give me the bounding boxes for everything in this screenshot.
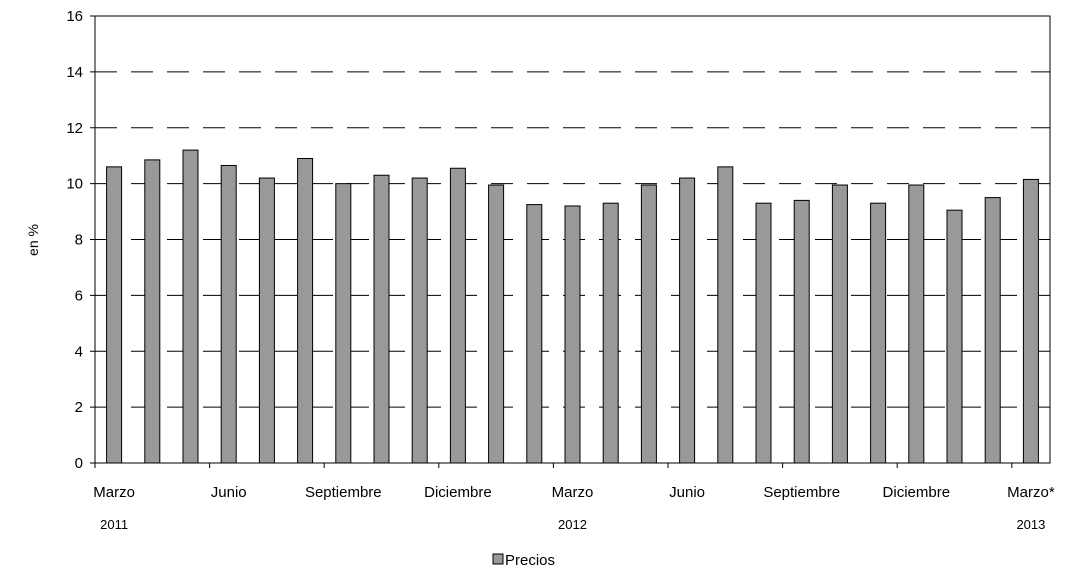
x-tick-label: Diciembre: [883, 484, 951, 501]
legend-label: Precios: [505, 552, 555, 569]
x-year-label: 2011: [100, 517, 128, 532]
x-year-label: 2013: [1016, 517, 1045, 532]
bar: [755, 202, 772, 464]
bar: [831, 184, 848, 464]
bar: [258, 177, 275, 464]
legend-swatch: [492, 553, 504, 565]
bar: [449, 167, 466, 464]
bar: [1022, 178, 1039, 464]
legend: Precios: [492, 552, 555, 569]
plot-frame: [94, 15, 1051, 464]
y-tick-label: 10: [66, 176, 83, 193]
y-tick-label: 0: [75, 455, 83, 472]
y-tick-label: 8: [75, 232, 83, 249]
x-tick-label: Marzo*: [1007, 484, 1055, 501]
y-tick-label: 12: [66, 120, 83, 137]
bar: [144, 159, 161, 464]
y-tick-label: 14: [66, 64, 83, 81]
bar: [870, 202, 887, 464]
x-tick-label: Junio: [669, 484, 705, 501]
bar: [106, 166, 123, 464]
axes: [90, 15, 1051, 468]
bars: [106, 149, 1039, 464]
x-tick-label: Marzo: [552, 484, 594, 501]
x-tick-label: Septiembre: [305, 484, 382, 501]
bar: [640, 184, 657, 464]
y-axis-label: en %: [25, 224, 41, 256]
bar: [717, 166, 734, 464]
x-year-label: 2012: [558, 517, 587, 532]
bar: [564, 205, 581, 464]
bar: [602, 202, 619, 464]
bar: [526, 204, 543, 464]
bar: [793, 199, 810, 464]
bar: [373, 174, 390, 464]
y-tick-label: 4: [75, 343, 83, 360]
bar: [411, 177, 428, 464]
bar: [182, 149, 199, 464]
y-tick-label: 2: [75, 399, 83, 416]
bar: [297, 157, 314, 464]
bar: [335, 183, 352, 464]
y-tick-label: 16: [66, 8, 83, 25]
bar: [220, 164, 237, 464]
y-tick-label: 6: [75, 287, 83, 304]
x-tick-label: Septiembre: [763, 484, 840, 501]
bar: [946, 209, 963, 464]
x-tick-label: Diciembre: [424, 484, 492, 501]
x-tick-label: Junio: [211, 484, 247, 501]
bar: [488, 184, 505, 464]
y-tick-labels: 0 2 4 6 8 10 12 14 16: [66, 8, 83, 472]
x-tick-label: Marzo: [93, 484, 135, 501]
bar: [984, 197, 1001, 464]
x-tick-labels: Marzo Junio Septiembre Diciembre Marzo Junio S…: [93, 484, 1055, 532]
bar: [908, 184, 925, 464]
bar: [679, 177, 696, 464]
